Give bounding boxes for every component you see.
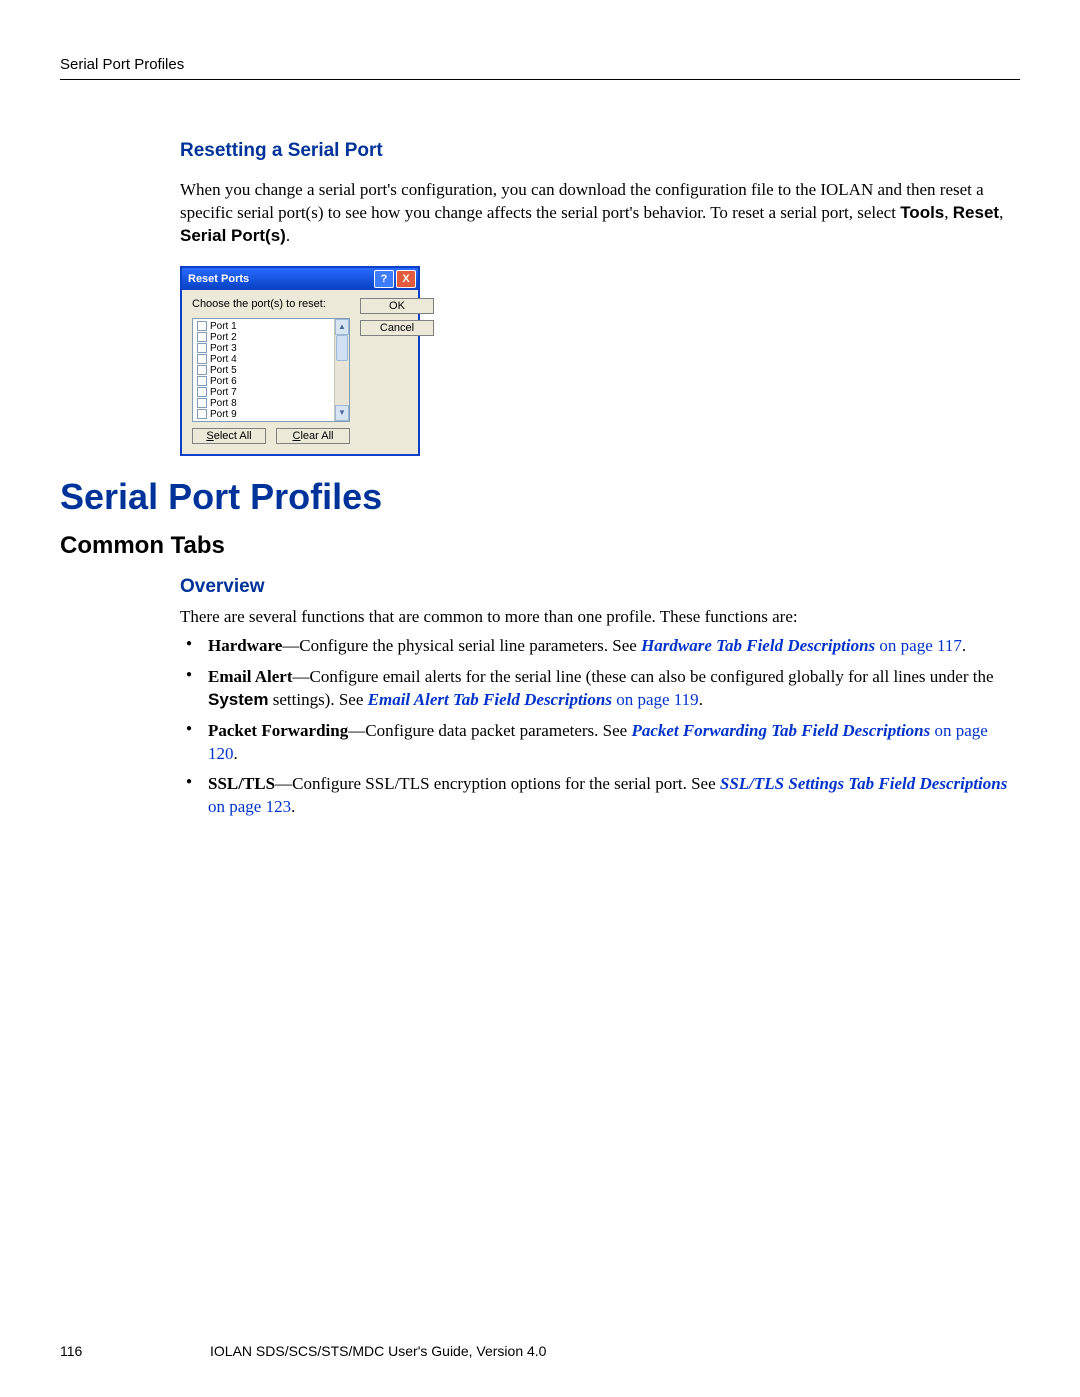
link-packet-forwarding-tab[interactable]: Packet Forwarding Tab Field Descriptions	[631, 721, 930, 740]
page-title: Serial Port Profiles	[60, 476, 1020, 518]
menu-serial-ports: Serial Port(s)	[180, 226, 286, 245]
checkbox-icon[interactable]	[197, 332, 207, 342]
page-number: 116	[60, 1343, 210, 1359]
list-item[interactable]: Port 1	[197, 321, 349, 332]
checkbox-icon[interactable]	[197, 343, 207, 353]
overview-heading: Overview	[180, 576, 1020, 598]
reset-ports-dialog: Reset Ports ? X Choose the port(s) to re…	[180, 266, 420, 456]
reset-heading: Resetting a Serial Port	[180, 140, 1020, 162]
list-item[interactable]: Port 5	[197, 365, 349, 376]
ok-button[interactable]: OK	[360, 298, 434, 314]
checkbox-icon[interactable]	[197, 365, 207, 375]
list-item[interactable]: Port 8	[197, 398, 349, 409]
cancel-button[interactable]: Cancel	[360, 320, 434, 336]
checkbox-icon[interactable]	[197, 354, 207, 364]
list-item[interactable]: Port 4	[197, 354, 349, 365]
checkbox-icon[interactable]	[197, 398, 207, 408]
list-item: Hardware—Configure the physical serial l…	[180, 635, 1020, 658]
page-footer: 116 IOLAN SDS/SCS/STS/MDC User's Guide, …	[60, 1343, 1020, 1359]
scrollbar[interactable]: ▲ ▼	[334, 319, 349, 421]
link-ssl-tls-tab[interactable]: SSL/TLS Settings Tab Field Descriptions	[720, 774, 1007, 793]
list-item: Email Alert—Configure email alerts for t…	[180, 666, 1020, 712]
checkbox-icon[interactable]	[197, 387, 207, 397]
overview-intro: There are several functions that are com…	[180, 606, 1020, 629]
link-email-alert-tab[interactable]: Email Alert Tab Field Descriptions	[368, 690, 612, 709]
link-hardware-tab[interactable]: Hardware Tab Field Descriptions	[641, 636, 875, 655]
list-item[interactable]: Port 7	[197, 387, 349, 398]
select-all-button[interactable]: Select All	[192, 428, 266, 444]
port-listbox[interactable]: Port 1 Port 2 Port 3 Port 4 Port 5 Port …	[192, 318, 350, 422]
reset-paragraph: When you change a serial port's configur…	[180, 179, 1020, 248]
scroll-down-icon[interactable]: ▼	[335, 405, 349, 421]
list-item[interactable]: Port 6	[197, 376, 349, 387]
running-head: Serial Port Profiles	[60, 56, 1020, 73]
list-item: Packet Forwarding—Configure data packet …	[180, 720, 1020, 766]
dialog-title: Reset Ports	[188, 273, 372, 285]
scroll-track[interactable]	[335, 335, 349, 405]
checkbox-icon[interactable]	[197, 376, 207, 386]
reset-para-text: When you change a serial port's configur…	[180, 180, 984, 222]
list-item[interactable]: Port 9	[197, 409, 349, 420]
choose-ports-label: Choose the port(s) to reset:	[192, 298, 350, 310]
list-item[interactable]: Port 2	[197, 332, 349, 343]
list-item: SSL/TLS—Configure SSL/TLS encryption opt…	[180, 773, 1020, 819]
clear-all-button[interactable]: Clear All	[276, 428, 350, 444]
scroll-thumb[interactable]	[336, 335, 348, 361]
help-icon[interactable]: ?	[374, 270, 394, 288]
header-rule	[60, 79, 1020, 80]
close-icon[interactable]: X	[396, 270, 416, 288]
checkbox-icon[interactable]	[197, 409, 207, 419]
dialog-titlebar: Reset Ports ? X	[182, 268, 418, 290]
common-tabs-heading: Common Tabs	[60, 532, 1020, 560]
checkbox-icon[interactable]	[197, 321, 207, 331]
menu-tools: Tools	[900, 203, 944, 222]
overview-list: Hardware—Configure the physical serial l…	[180, 635, 1020, 820]
list-item[interactable]: Port 3	[197, 343, 349, 354]
scroll-up-icon[interactable]: ▲	[335, 319, 349, 335]
footer-text: IOLAN SDS/SCS/STS/MDC User's Guide, Vers…	[210, 1343, 1020, 1359]
menu-reset: Reset	[953, 203, 999, 222]
